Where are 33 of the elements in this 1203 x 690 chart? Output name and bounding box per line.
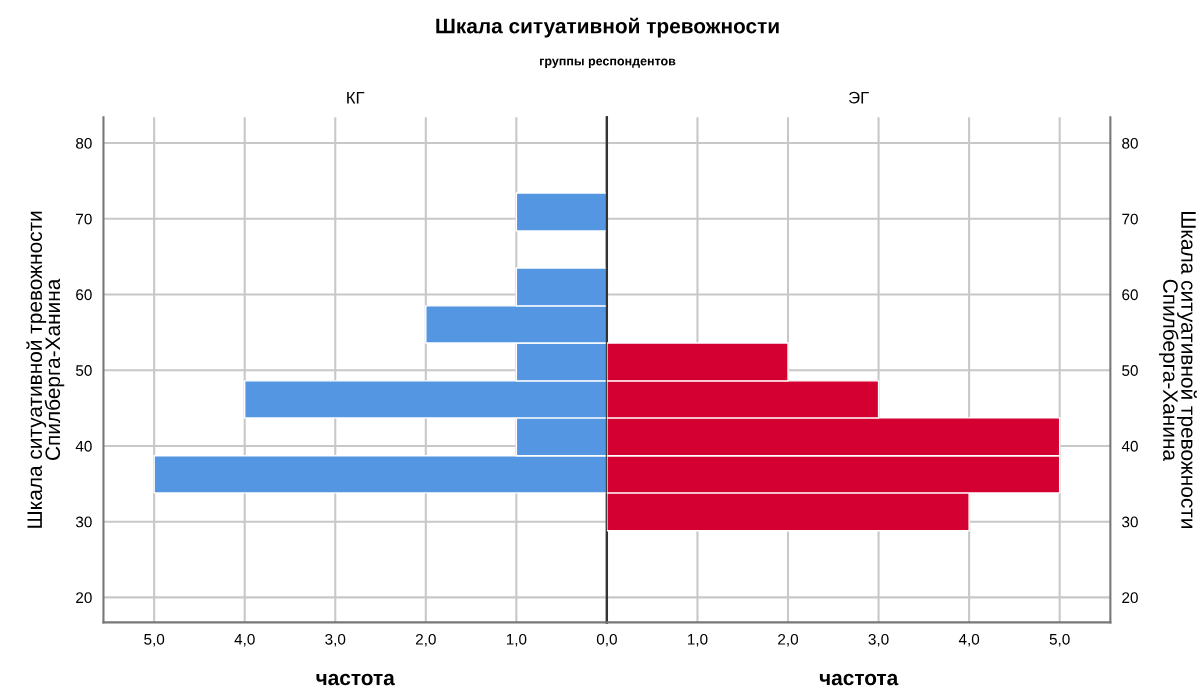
x-tick-label: 4,0 [958,633,980,647]
x-tick-label: 1,0 [688,633,708,647]
chart-title: КГ [347,91,365,104]
text: группы респондентов [540,58,676,68]
x-tick-label: 5,0 [1049,633,1070,647]
y-tick-label: 50 [75,365,92,376]
text: Шкала ситуативной тревожности [436,17,779,38]
y-tick-label: 30 [75,516,92,528]
y-tick-label: 70 [1122,213,1138,225]
y-tick-label: 40 [75,440,92,452]
x-axis-title: частота [316,673,395,686]
y-tick-label: 60 [1122,289,1138,301]
x-tick-label: 3,0 [325,633,346,647]
y-tick-label: 20 [76,592,92,604]
chart-title: ЭГ [848,91,869,104]
x-axis-title: частота [819,673,899,686]
y-tick-label: 50 [1122,365,1138,376]
y-axis-title: Шкала ситуативной тревожности Спилберга-Ханина [1158,211,1197,529]
y-tick-label: 40 [1121,440,1138,452]
y-tick-label: 20 [1122,592,1138,604]
y-tick-label: 80 [76,137,92,149]
x-tick-label: 3,0 [868,633,889,647]
x-tick-label: 4,0 [234,633,255,647]
x-tick-label: 2,0 [415,633,436,647]
y-axis-title: Шкала ситуативной тревожности Спилберга-Ханина [26,211,65,528]
y-tick-label: 30 [1122,516,1138,528]
x-tick-label: 2,0 [778,633,799,647]
x-tick-label: 5,0 [144,633,165,647]
x-tick-label: 0,0 [596,633,617,647]
y-tick-label: 80 [1122,137,1138,149]
y-tick-label: 60 [76,289,92,301]
x-tick-label: 1,0 [506,633,527,647]
y-tick-label: 70 [76,213,92,225]
